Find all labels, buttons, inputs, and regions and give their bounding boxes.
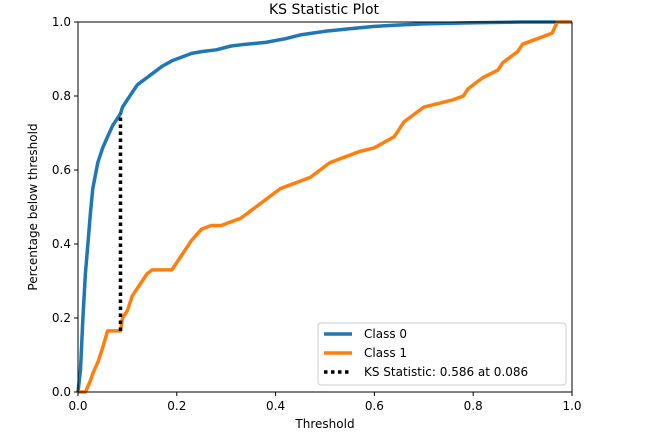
series-layer (76, 20, 572, 394)
x-tick-label: 0.6 (365, 399, 384, 413)
legend-label: KS Statistic: 0.586 at 0.086 (364, 365, 528, 379)
y-axis-ticks: 0.0 0.2 0.4 0.6 0.8 1.0 (52, 15, 78, 399)
x-axis-ticks: 0.0 0.2 0.4 0.6 0.8 1.0 (68, 392, 582, 413)
axes-frame (77, 21, 573, 393)
y-axis-label: Percentage below threshold (26, 123, 40, 290)
plot-area (76, 20, 573, 394)
y-tick-label: 0.2 (52, 311, 71, 325)
x-tick-label: 1.0 (562, 399, 581, 413)
x-tick-label: 0.4 (266, 399, 285, 413)
x-axis-label: Threshold (294, 417, 354, 431)
x-tick-label: 0.8 (464, 399, 483, 413)
x-tick-label: 0.2 (167, 399, 186, 413)
y-tick-label: 0.4 (52, 237, 71, 251)
y-tick-label: 0.0 (52, 385, 71, 399)
chart-title: KS Statistic Plot (269, 2, 380, 18)
legend: Class 0 Class 1 KS Statistic: 0.586 at 0.0… (317, 322, 567, 386)
x-tick-label: 0.0 (68, 399, 87, 413)
y-tick-label: 0.6 (52, 163, 71, 177)
legend-label: Class 1 (364, 346, 407, 360)
series-line-class-0 (76, 20, 572, 393)
series-line-class-1 (78, 20, 572, 394)
y-tick-label: 1.0 (52, 15, 71, 29)
legend-box (317, 322, 567, 386)
legend-label: Class 0 (364, 327, 407, 341)
y-tick-label: 0.8 (52, 89, 71, 103)
legend-entries: Class 0 Class 1 KS Statistic: 0.586 at 0.0… (324, 327, 528, 379)
